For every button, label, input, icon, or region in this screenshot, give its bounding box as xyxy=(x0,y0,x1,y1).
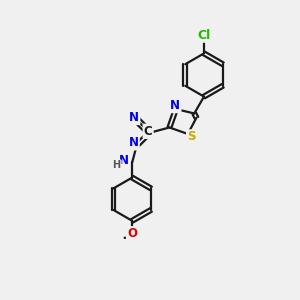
Text: H: H xyxy=(112,160,121,170)
Text: N: N xyxy=(129,136,139,149)
Text: N: N xyxy=(119,154,129,167)
Text: C: C xyxy=(144,125,152,138)
Text: Cl: Cl xyxy=(197,28,211,41)
Text: O: O xyxy=(127,227,137,240)
Text: S: S xyxy=(187,130,196,143)
Text: N: N xyxy=(129,111,139,124)
Text: N: N xyxy=(170,99,180,112)
